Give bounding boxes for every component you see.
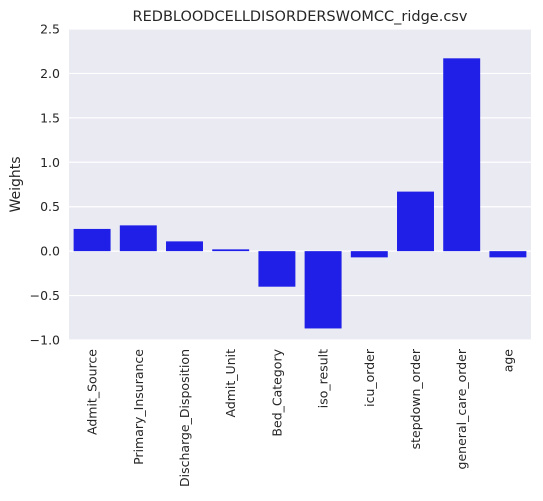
x-tick-label: general_care_order: [454, 348, 469, 469]
chart-title: REDBLOODCELLDISORDERSWOMCC_ridge.csv: [133, 9, 468, 25]
x-tick-label: Discharge_Disposition: [177, 349, 192, 487]
y-tick-label: −0.5: [30, 288, 60, 303]
y-tick-label: 2.0: [40, 66, 60, 81]
x-tick-label: Admit_Unit: [223, 349, 238, 418]
bar-age: [489, 251, 527, 258]
bar-general-care-order: [443, 58, 481, 252]
bar-admit-unit: [212, 249, 250, 252]
y-tick-label: 0.5: [40, 199, 60, 214]
bar-admit-source: [73, 228, 111, 252]
y-tick-label: 0.0: [40, 244, 60, 259]
x-tick-label: Bed_Category: [269, 348, 284, 436]
y-tick-label: 2.5: [40, 22, 60, 37]
x-tick-label: Primary_Insurance: [131, 349, 146, 465]
bar-discharge-disposition: [166, 241, 203, 252]
x-tick-label: iso_result: [316, 349, 331, 408]
x-tick-label: icu_order: [362, 348, 377, 407]
x-axis-ticks: Admit_Source Primary_Insurance Discharge_D…: [85, 348, 516, 487]
y-tick-label: 1.0: [40, 155, 60, 170]
bar-iso-result: [304, 251, 342, 329]
bar-bed-category: [258, 251, 296, 287]
y-tick-label: −1.0: [30, 333, 60, 348]
bar-icu-order: [350, 251, 388, 258]
y-axis-label: Weights: [8, 156, 24, 212]
bar-stepdown-order: [397, 191, 434, 252]
bars: [73, 58, 527, 329]
x-tick-label: stepdown_order: [408, 348, 423, 449]
y-tick-label: 1.5: [40, 110, 60, 125]
x-tick-label: age: [500, 349, 515, 373]
x-tick-label: Admit_Source: [85, 349, 100, 435]
bar-primary-insurance: [119, 225, 157, 252]
y-axis-ticks: −1.0 −0.5 0.0 0.5 1.0 1.5 2.0 2.5: [30, 22, 60, 348]
